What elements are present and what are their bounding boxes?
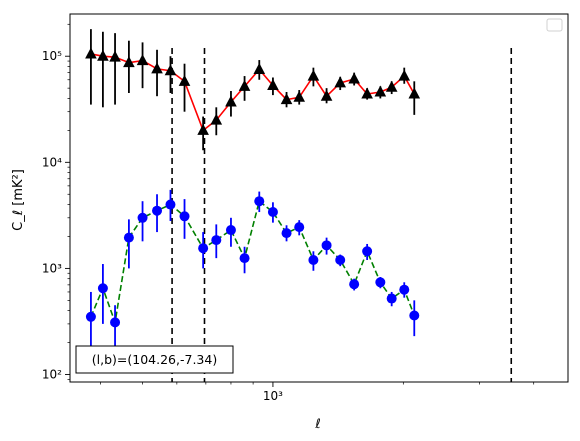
series-1-marker-12 <box>254 196 265 207</box>
series-0-marker-24 <box>408 87 421 99</box>
series-1-marker-14 <box>281 228 292 239</box>
series-0-marker-11 <box>238 79 251 91</box>
legend-box <box>546 18 563 32</box>
x-tick-label-0: 10³ <box>263 389 283 403</box>
series-1-marker-7 <box>179 211 190 222</box>
annotation-text: (l,b)=(104.26,-7.34) <box>92 352 217 367</box>
y-tick-label-1: 10³ <box>42 261 62 275</box>
series-0-marker-21 <box>374 85 387 97</box>
series-0-marker-4 <box>136 54 149 66</box>
series-1-marker-18 <box>335 255 346 266</box>
series-1-marker-23 <box>399 284 410 295</box>
series-1-marker-0 <box>85 311 96 322</box>
series-0-marker-18 <box>334 76 347 88</box>
series-1-marker-20 <box>362 246 373 257</box>
y-tick-label-2: 10⁴ <box>42 155 62 169</box>
series-1-marker-2 <box>110 317 121 328</box>
series-0-marker-6 <box>164 64 177 76</box>
series-0-marker-3 <box>123 56 135 68</box>
y-tick-label-3: 10⁵ <box>42 49 62 63</box>
y-tick-label-0: 10² <box>42 368 62 382</box>
series-1-marker-17 <box>321 240 332 251</box>
series-0-marker-1 <box>97 49 109 61</box>
series-0-marker-22 <box>385 80 398 92</box>
series-1-marker-11 <box>239 253 250 264</box>
series-0-marker-20 <box>361 87 373 99</box>
series-1-marker-6 <box>165 199 176 210</box>
series-0-marker-7 <box>178 74 191 86</box>
series-0-marker-14 <box>280 93 293 105</box>
series-0-marker-2 <box>109 50 121 62</box>
axis-ticks: 10² 10³ 10⁴ 10⁵ 10³ <box>42 23 535 403</box>
series-0-marker-8 <box>197 123 209 135</box>
series-0-marker-5 <box>151 62 163 74</box>
x-axis-label: ℓ <box>314 417 320 432</box>
series-1-marker-21 <box>375 277 386 288</box>
series-1-marker-5 <box>152 205 163 216</box>
series-1-marker-16 <box>308 255 319 266</box>
series-0-marker-12 <box>253 62 266 74</box>
series-0 <box>85 29 421 151</box>
series-1-marker-15 <box>294 222 305 233</box>
series-1-marker-10 <box>225 225 236 236</box>
axes-frame <box>69 13 569 383</box>
series-1-marker-19 <box>349 279 360 290</box>
series-0-marker-13 <box>267 78 279 90</box>
series-0-marker-19 <box>348 72 360 84</box>
series-1-marker-3 <box>123 232 134 243</box>
series-0-marker-23 <box>398 69 411 81</box>
series-1-marker-13 <box>267 207 278 218</box>
series-1 <box>85 189 420 356</box>
series-1-marker-4 <box>137 212 148 223</box>
series-0-marker-15 <box>293 90 306 102</box>
series-0-marker-0 <box>85 47 97 59</box>
series-0-marker-9 <box>210 113 223 125</box>
series-1-marker-22 <box>386 293 397 304</box>
series-1-marker-8 <box>198 243 209 254</box>
series-0-marker-16 <box>307 69 320 81</box>
series-1-marker-9 <box>211 235 222 246</box>
annotation-box: (l,b)=(104.26,-7.34) <box>75 345 234 374</box>
series-0-marker-10 <box>225 95 237 107</box>
plot-area <box>85 29 513 382</box>
series-0-marker-17 <box>320 89 333 101</box>
y-axis-label: C_ℓ [mK²] <box>11 169 26 231</box>
series-1-marker-1 <box>97 283 108 294</box>
series-1-marker-24 <box>409 310 420 321</box>
